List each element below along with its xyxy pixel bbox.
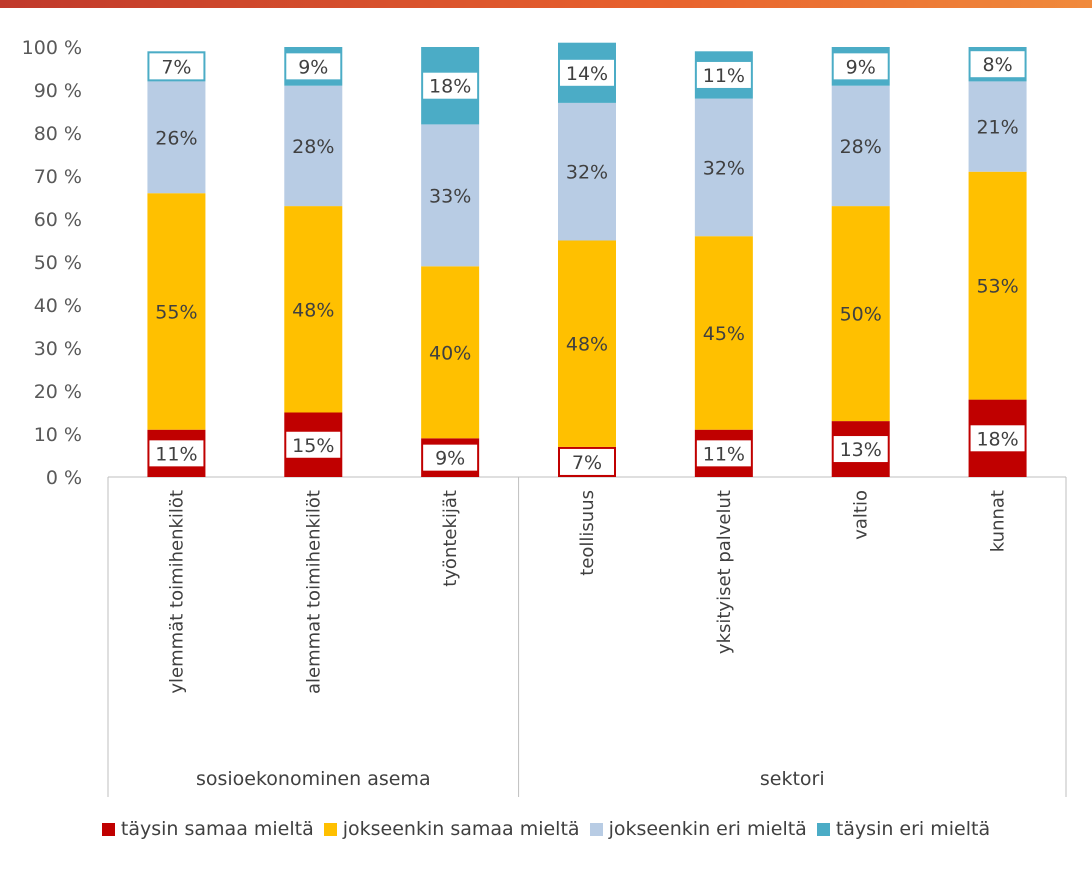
y-tick-label: 80 %	[34, 123, 82, 145]
legend-label: täysin samaa mieltä	[121, 818, 314, 840]
data-label: 18%	[976, 428, 1018, 450]
data-label: 14%	[566, 63, 608, 85]
data-label: 11%	[703, 65, 745, 87]
legend-item: täysin eri mieltä	[817, 818, 990, 840]
legend-swatch	[102, 823, 115, 836]
legend-swatch	[324, 823, 337, 836]
data-label: 8%	[982, 54, 1012, 76]
data-label: 11%	[155, 443, 197, 465]
data-label: 7%	[572, 452, 602, 474]
group-label: sektori	[760, 768, 825, 790]
data-label: 33%	[429, 185, 471, 207]
chart-legend: täysin samaa mieltä jokseenkin samaa miel…	[0, 818, 1092, 840]
data-label: 9%	[435, 448, 465, 470]
data-label: 28%	[292, 136, 334, 158]
data-label: 48%	[292, 299, 334, 321]
y-tick-label: 10 %	[34, 424, 82, 446]
data-label: 13%	[840, 439, 882, 461]
data-label: 7%	[161, 56, 191, 78]
data-label: 26%	[155, 127, 197, 149]
category-label: työntekijät	[440, 490, 461, 587]
data-label: 15%	[292, 435, 334, 457]
data-label: 28%	[840, 136, 882, 158]
y-tick-label: 30 %	[34, 338, 82, 360]
legend-label: jokseenkin samaa mieltä	[343, 818, 580, 840]
data-label: 9%	[846, 56, 876, 78]
y-tick-label: 70 %	[34, 166, 82, 188]
y-tick-label: 0 %	[46, 467, 82, 489]
group-label: sosioekonominen asema	[196, 768, 431, 790]
data-label: 32%	[703, 157, 745, 179]
category-label: ylemmät toimihenkilöt	[166, 490, 187, 694]
category-label: teollisuus	[577, 490, 598, 576]
data-label: 18%	[429, 76, 471, 98]
y-tick-label: 20 %	[34, 381, 82, 403]
legend-swatch	[590, 823, 603, 836]
data-label: 32%	[566, 162, 608, 184]
legend-item: jokseenkin eri mieltä	[590, 818, 807, 840]
stacked-bar-chart: 0 % 10 % 20 % 30 % 40 % 50 % 60 % 70 % 80 % 90 % 1…	[0, 0, 1092, 810]
category-label: kunnat	[988, 490, 1009, 552]
data-label: 21%	[976, 117, 1018, 139]
category-label: yksityiset palvelut	[714, 490, 735, 654]
y-tick-label: 100 %	[22, 37, 82, 59]
legend-swatch	[817, 823, 830, 836]
data-label: 45%	[703, 323, 745, 345]
data-label: 40%	[429, 342, 471, 364]
y-tick-label: 40 %	[34, 295, 82, 317]
y-tick-label: 90 %	[34, 80, 82, 102]
y-tick-label: 50 %	[34, 252, 82, 274]
data-label: 53%	[976, 276, 1018, 298]
data-label: 55%	[155, 301, 197, 323]
data-label: 11%	[703, 443, 745, 465]
category-label: alemmat toimihenkilöt	[303, 490, 324, 694]
legend-item: jokseenkin samaa mieltä	[324, 818, 580, 840]
legend-label: täysin eri mieltä	[836, 818, 990, 840]
y-tick-label: 60 %	[34, 209, 82, 231]
data-label: 48%	[566, 334, 608, 356]
data-label: 50%	[840, 304, 882, 326]
data-label: 9%	[298, 56, 328, 78]
legend-label: jokseenkin eri mieltä	[609, 818, 807, 840]
category-label: valtio	[851, 490, 872, 540]
legend-item: täysin samaa mieltä	[102, 818, 314, 840]
